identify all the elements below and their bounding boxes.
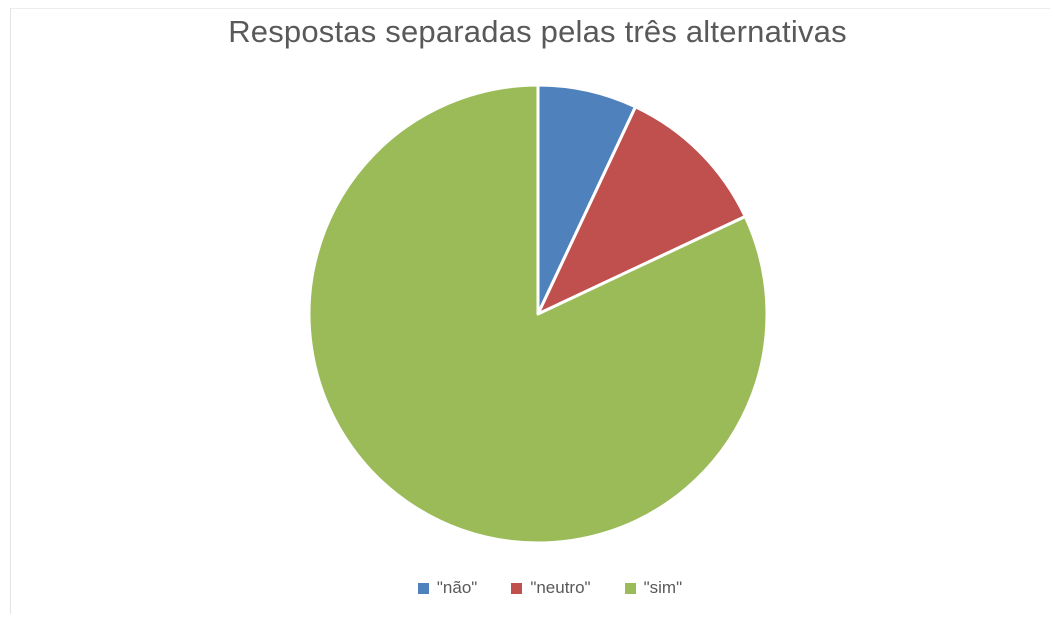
chart-title: Respostas separadas pelas três alternati… <box>228 14 847 49</box>
slice-sim <box>307 83 769 545</box>
legend-item-neutro: "neutro" <box>511 578 591 598</box>
legend: "não" "neutro" "sim" <box>0 578 1055 598</box>
legend-label-nao: "não" <box>436 578 478 597</box>
legend-swatch-nao <box>417 582 429 594</box>
slice-neutro <box>536 105 747 316</box>
legend-label-sim: "sim" <box>643 578 683 597</box>
legend-item-nao: "não" <box>417 578 478 598</box>
legend-label-neutro: "neutro" <box>530 578 591 597</box>
legend-swatch-sim <box>624 582 636 594</box>
legend-item-sim: "sim" <box>624 578 683 598</box>
legend-swatch-neutro <box>511 582 523 594</box>
